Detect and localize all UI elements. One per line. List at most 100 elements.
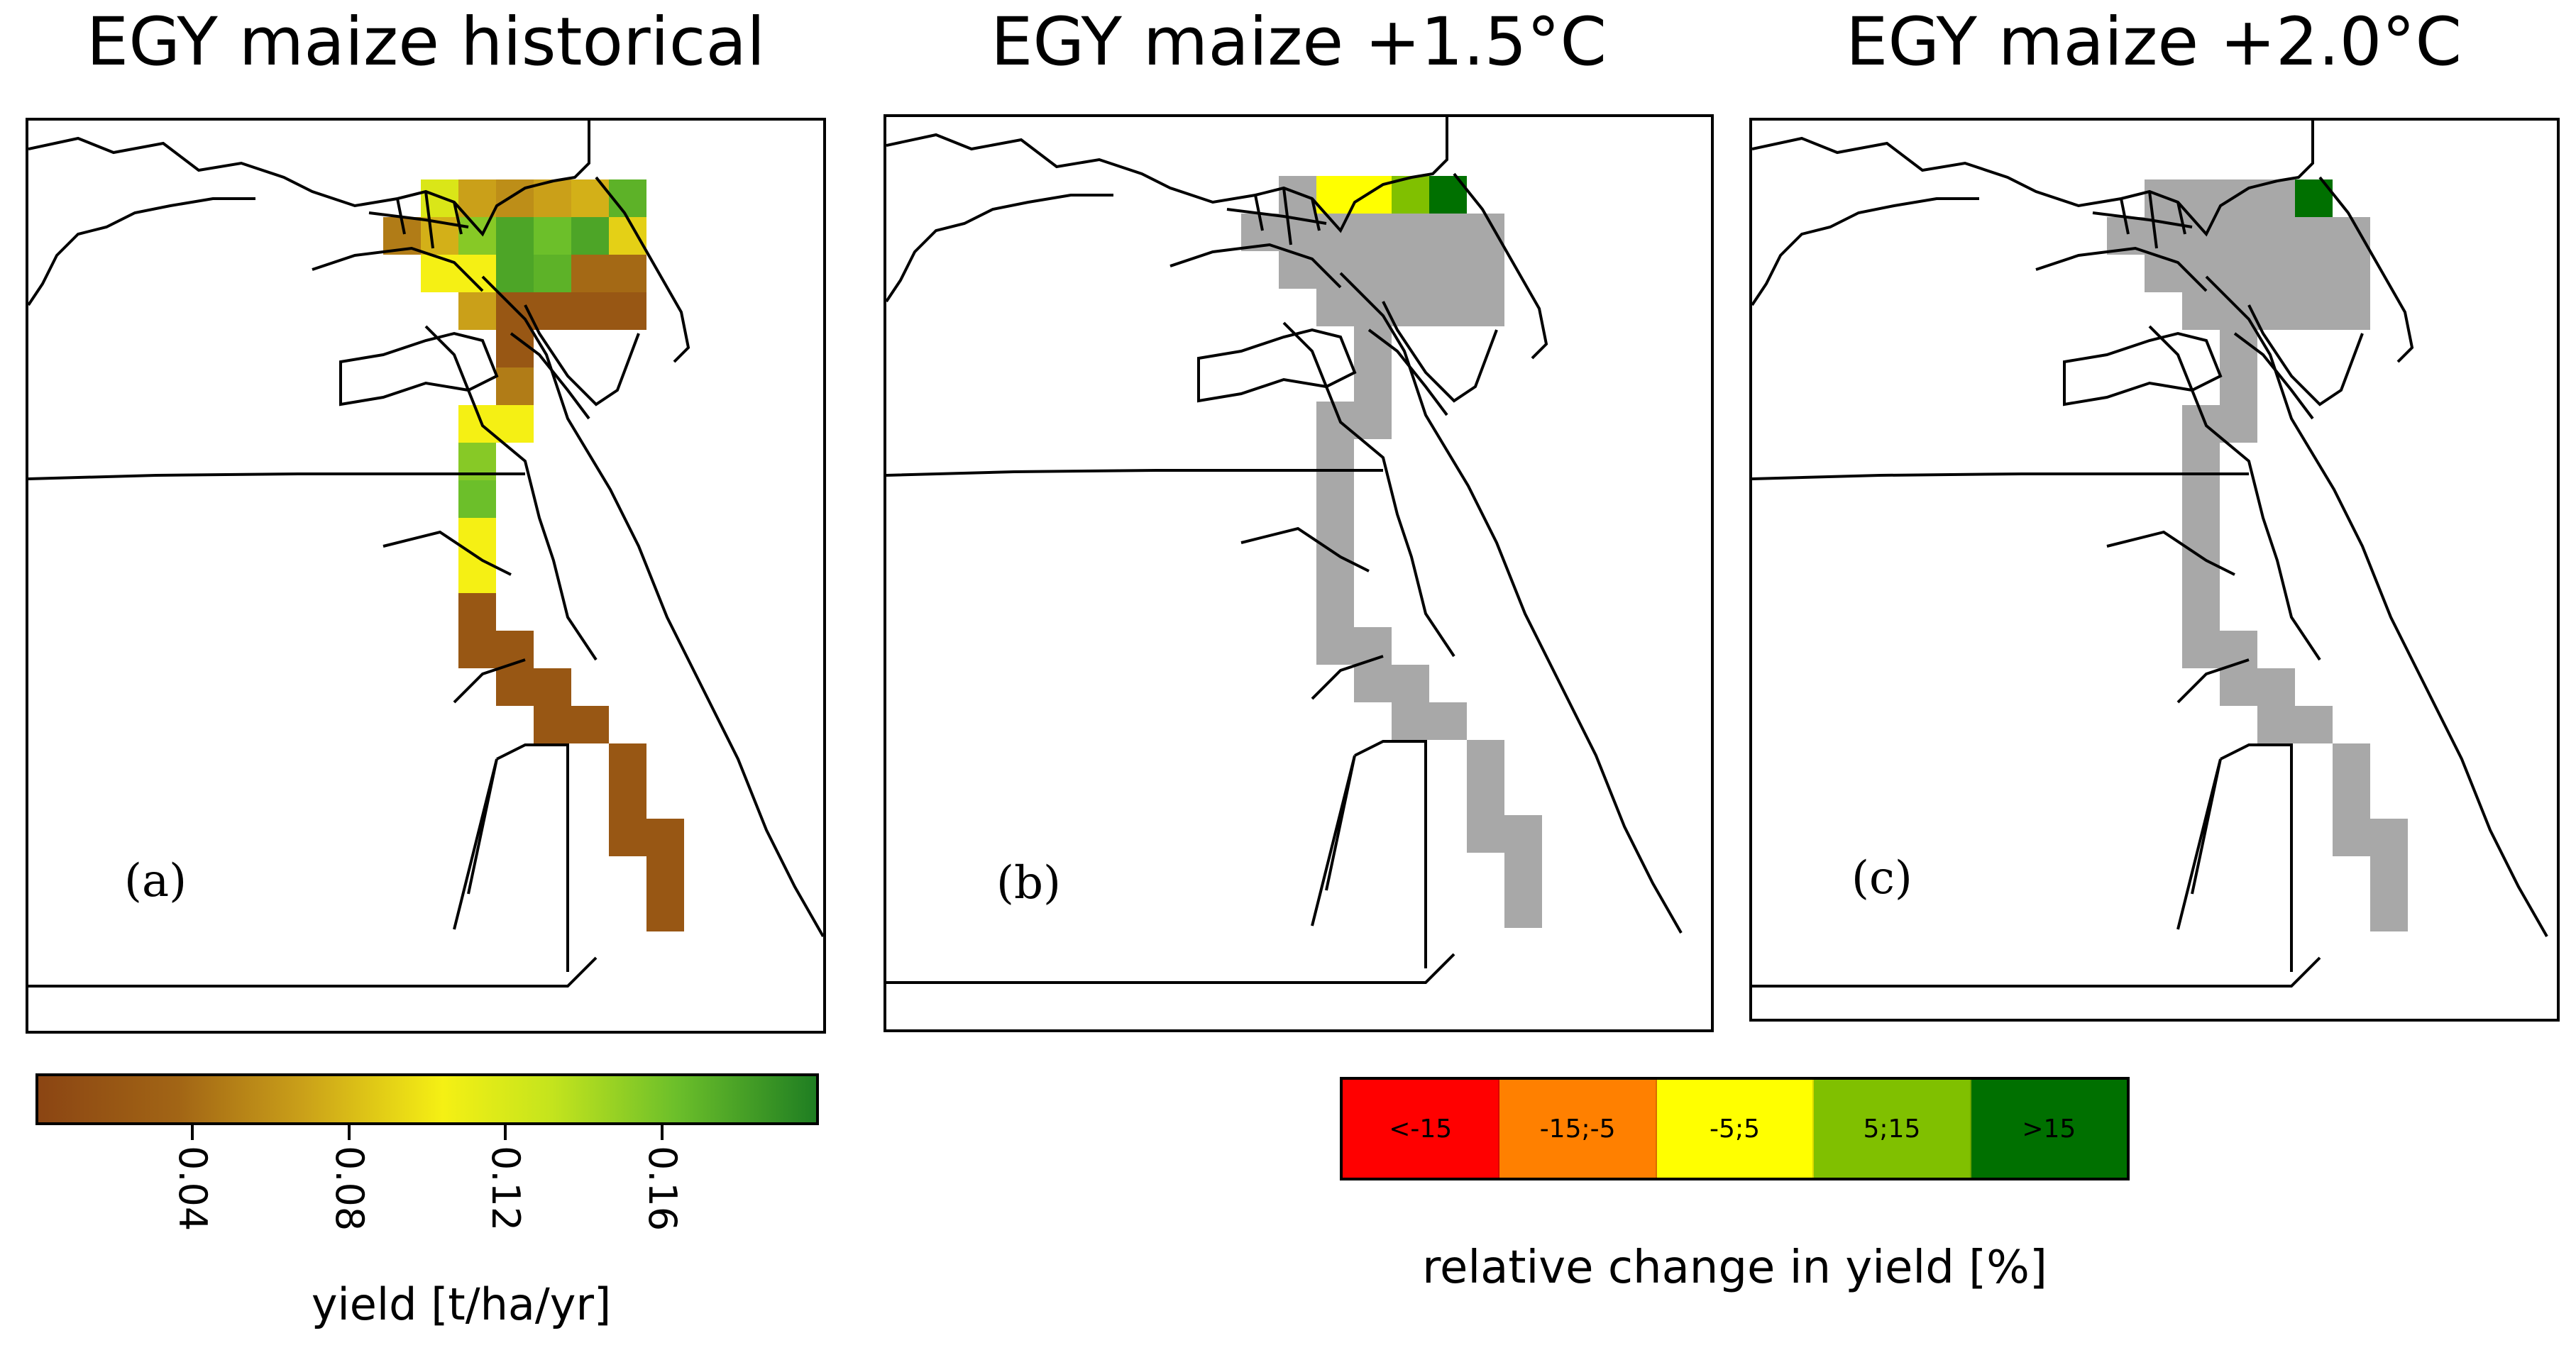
grid-cell [2370, 894, 2408, 931]
colorbar-label: yield [t/ha/yr] [311, 1278, 612, 1330]
grid-cell [2182, 179, 2220, 217]
sinai-east [595, 176, 690, 363]
latitude-22-border [886, 469, 1383, 477]
libya-border-north [28, 197, 255, 306]
grid-cell [1467, 251, 1504, 289]
grid-cell [496, 179, 534, 217]
grid-cell [1429, 702, 1467, 740]
grid-cell [458, 217, 496, 255]
grid-cell [534, 292, 571, 330]
grid-cell [1316, 477, 1354, 514]
governorate-border-2 [2106, 530, 2235, 576]
map-panel-plus-1-5: (b) [884, 114, 1714, 1032]
grid-cell [646, 894, 684, 931]
admin-borders [28, 121, 823, 988]
grid-cell [1354, 402, 1392, 439]
grid-cell [2182, 593, 2220, 631]
grid-cell [458, 292, 496, 330]
sudan-triangle [1311, 755, 1356, 927]
grid-cell [1392, 665, 1429, 702]
grid-cell [1316, 590, 1354, 627]
grid-cell [609, 255, 646, 292]
legend-item: >15 [1971, 1080, 2128, 1178]
grid-cell [496, 405, 534, 443]
panel-b-title: EGY maize +1.5°C [990, 4, 1607, 81]
legend-item: -5;5 [1656, 1080, 1815, 1178]
grid-cell [1316, 514, 1354, 552]
grid-cell [571, 217, 609, 255]
governorate-border-2 [382, 530, 512, 576]
grid-cell [2220, 668, 2257, 706]
grid-cell [458, 555, 496, 593]
lake-nasser-border [1354, 740, 1427, 968]
grid-cell [496, 367, 534, 405]
egypt-map [1752, 121, 2548, 988]
grid-cell [1279, 251, 1316, 289]
grid-cell [2182, 217, 2220, 255]
nile-east-bank [424, 325, 598, 661]
grid-cell [571, 292, 609, 330]
grid-cell [571, 706, 609, 743]
legend-item: -15;-5 [1499, 1080, 1657, 1178]
grid-cell [458, 631, 496, 668]
libya-border-north [1752, 197, 1979, 306]
grid-cell [2295, 706, 2333, 743]
grid-cell [1429, 251, 1467, 289]
grid-cell [1467, 214, 1504, 251]
panel-a-title: EGY maize historical [86, 4, 766, 81]
grid-cell [2220, 405, 2257, 443]
gulf-of-suez [2233, 332, 2314, 420]
colorbar-tick [347, 1124, 351, 1140]
delta-lines [368, 191, 469, 249]
delta-lines [1226, 187, 1327, 245]
grid-cell [646, 819, 684, 856]
grid-cell [2257, 292, 2295, 330]
sinai-west [1382, 301, 1498, 403]
grid-cell [1316, 627, 1354, 665]
grid-cell [421, 255, 458, 292]
grid-cell [2257, 706, 2295, 743]
fayoum-boundary [2063, 331, 2223, 406]
fayoum-boundary [1197, 328, 1357, 403]
grid-cell [2295, 292, 2333, 330]
panel-label: (c) [1851, 852, 1912, 905]
grid-cell [1429, 289, 1467, 326]
colorbar-tick [504, 1124, 507, 1140]
change-grid [1241, 176, 1542, 928]
grid-cell [534, 668, 571, 706]
grid-cell [2145, 255, 2182, 292]
grid-cell [2220, 179, 2257, 217]
libya-border-north [886, 194, 1113, 303]
grid-cell [1504, 853, 1542, 890]
grid-cell [496, 255, 534, 292]
grid-cell [1354, 214, 1392, 251]
grid-cell [1467, 740, 1504, 778]
grid-cell [2333, 255, 2370, 292]
nile-east-bank [1282, 321, 1455, 658]
map-panel-plus-2-0: (c) [1749, 118, 2560, 1022]
grid-cell [2370, 819, 2408, 856]
grid-cell [609, 179, 646, 217]
governorate-border-1 [2035, 246, 2208, 292]
grid-cell [2257, 255, 2295, 292]
legend-item: <-15 [1343, 1080, 1500, 1178]
sinai-east [2318, 176, 2414, 363]
grid-cell [609, 217, 646, 255]
red-sea-coast [1339, 272, 1683, 934]
southern-border [28, 956, 598, 988]
latitude-22-border [1752, 472, 2249, 480]
grid-cell [1504, 890, 1542, 928]
grid-cell [2182, 518, 2220, 555]
grid-cell [1354, 665, 1392, 702]
panel-label: (b) [996, 857, 1061, 909]
grid-cell [2220, 217, 2257, 255]
sinai-west [524, 304, 640, 406]
grid-cell [1429, 214, 1467, 251]
grid-cell [1392, 702, 1429, 740]
grid-cell [609, 292, 646, 330]
grid-cell [1354, 364, 1392, 402]
grid-cell [1316, 552, 1354, 590]
egypt-map [886, 117, 1683, 984]
governorate-border-2 [1240, 526, 1370, 573]
grid-cell [458, 480, 496, 518]
